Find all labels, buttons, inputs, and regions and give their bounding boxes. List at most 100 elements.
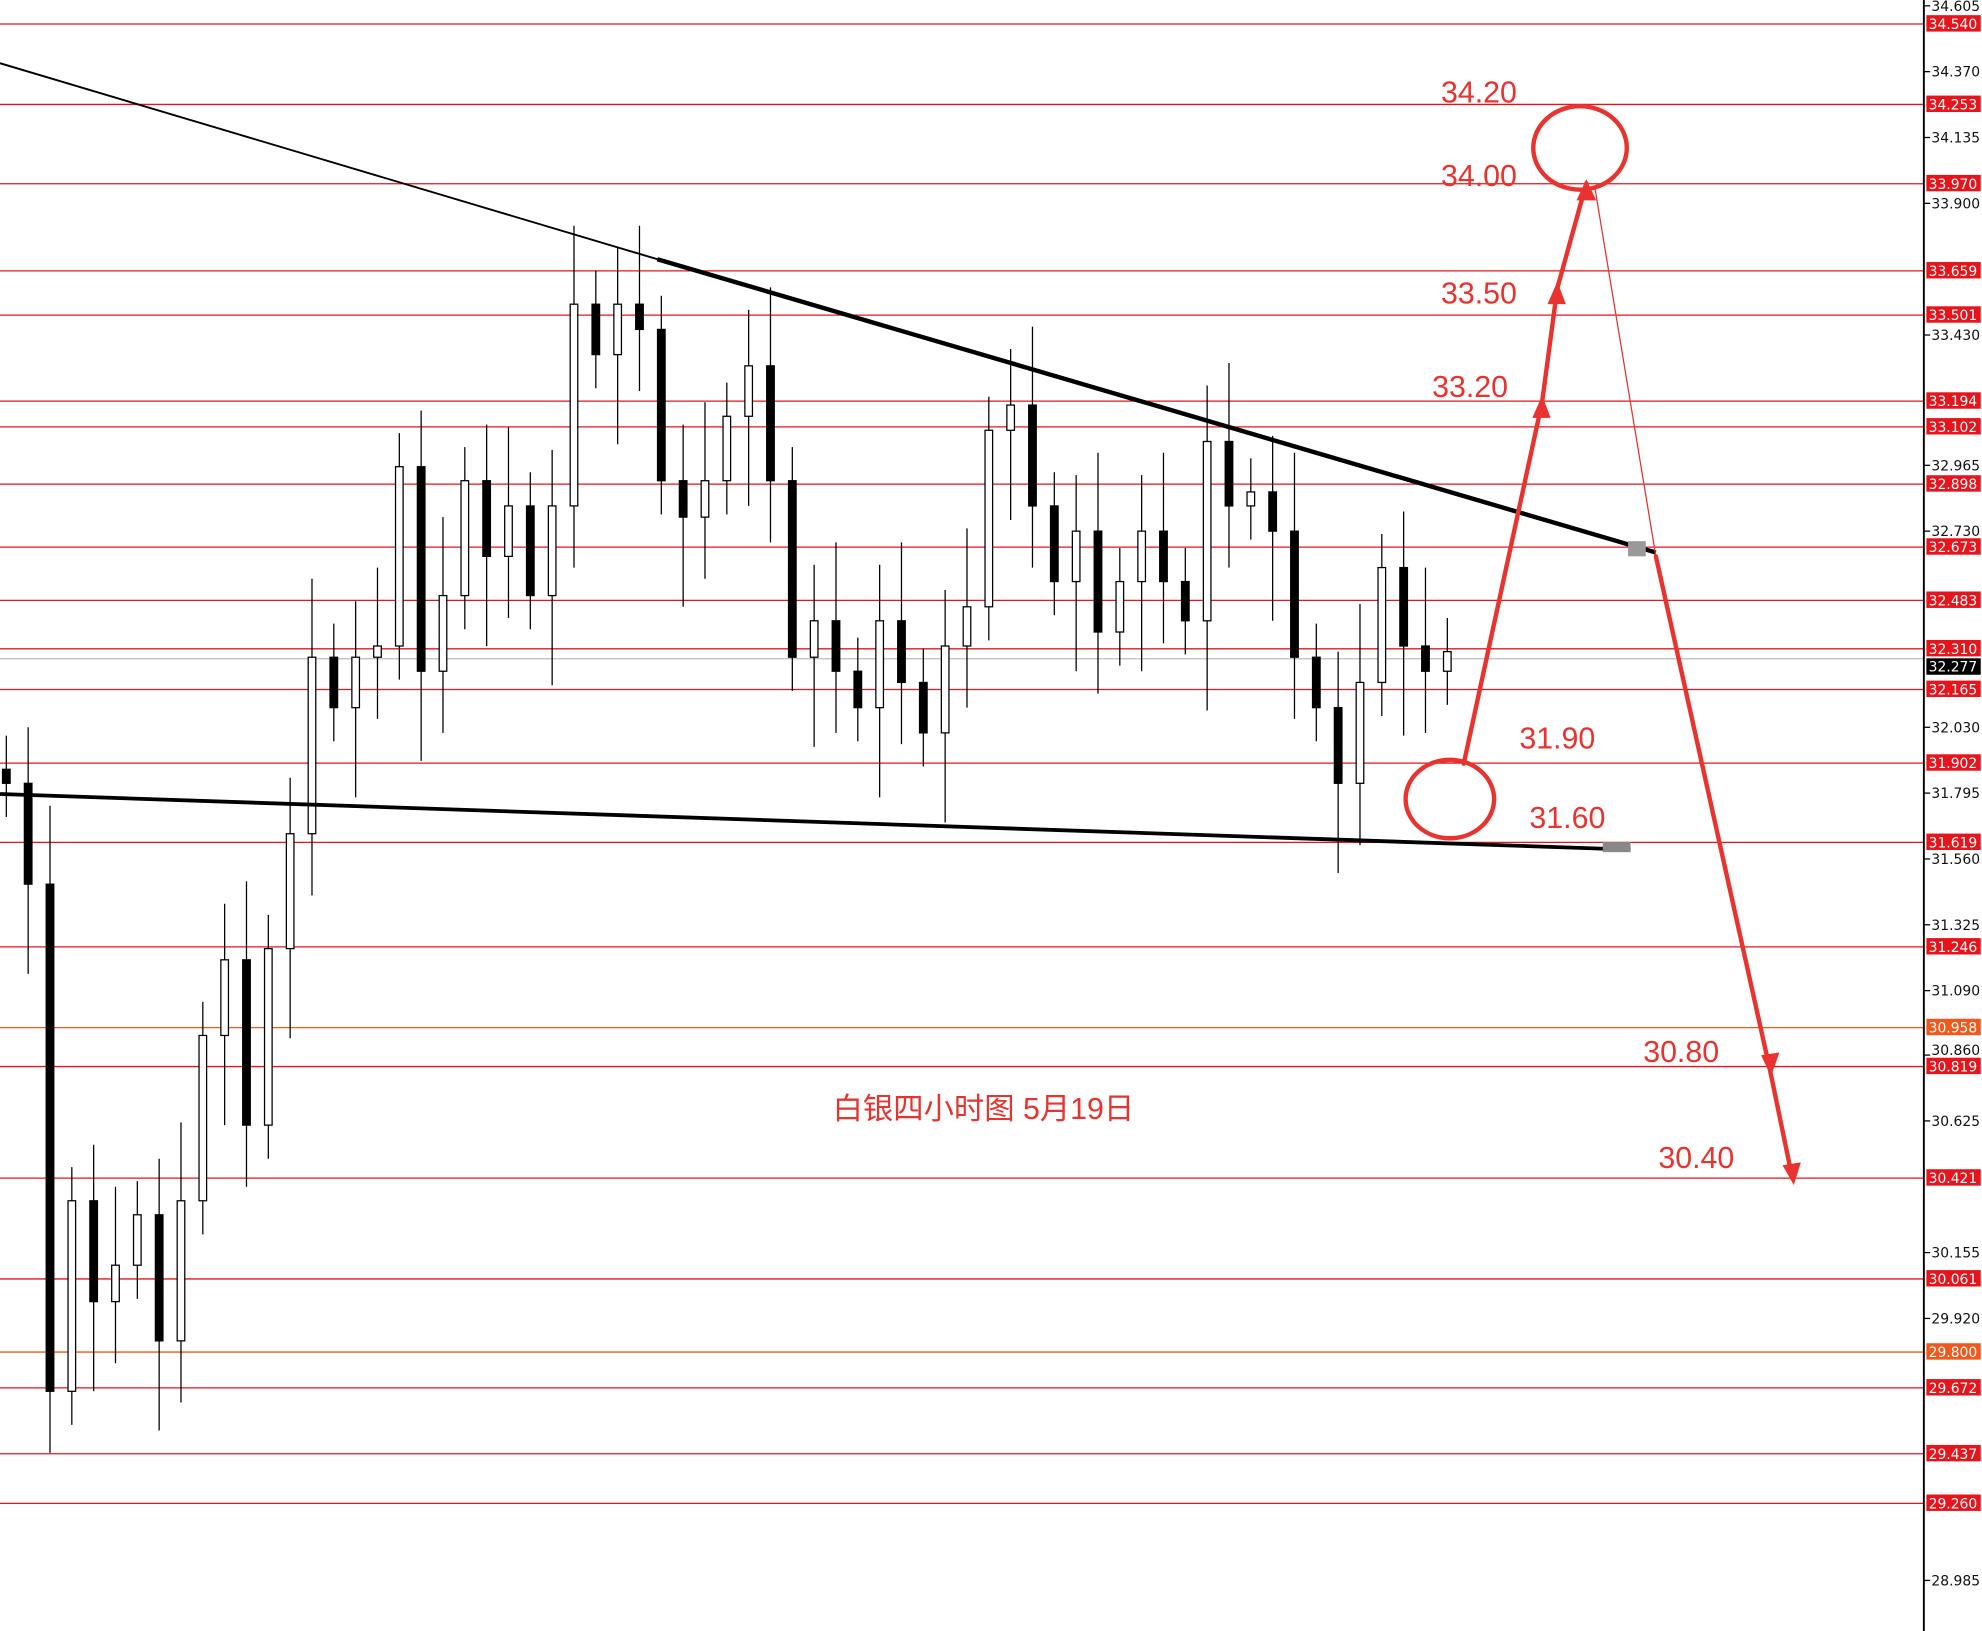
price-target-label: 30.80	[1643, 1036, 1719, 1069]
level-label-box	[1926, 1494, 1981, 1511]
candle-body	[89, 1200, 99, 1303]
candle-body	[940, 645, 950, 734]
candles	[1, 225, 1452, 1453]
level-label-box	[1926, 392, 1981, 409]
trendline-handle[interactable]	[1602, 842, 1631, 853]
candle-body	[220, 959, 230, 1037]
support-circle	[1403, 757, 1497, 841]
candle-body	[242, 959, 251, 1126]
level-label: 30.819	[1929, 1060, 1978, 1076]
level-label: 32.898	[1929, 477, 1978, 493]
candle-body	[613, 303, 623, 356]
price-target-label: 30.40	[1658, 1142, 1734, 1175]
level-label-box	[1926, 754, 1981, 771]
trendline-handle[interactable]	[1628, 541, 1646, 557]
candle-body	[351, 656, 361, 709]
candle-body	[1137, 530, 1147, 583]
candle-body	[1442, 650, 1452, 672]
level-label: 32.483	[1929, 593, 1978, 609]
projection-arrows	[1403, 103, 1801, 1185]
axis-tick-label: 28.985	[1931, 1573, 1980, 1589]
candle-body	[1399, 566, 1409, 647]
annotations: 34.20 34.00 33.50 33.20 31.90 31.60 30.80 30.40	[1432, 76, 1734, 1175]
candle-body	[416, 466, 426, 672]
candle-body	[787, 480, 797, 658]
candle-body	[831, 620, 841, 672]
level-label: 34.540	[1929, 17, 1978, 33]
candle-body	[984, 429, 994, 608]
candle-body	[285, 833, 295, 950]
candle-body	[635, 303, 644, 331]
level-label-box	[1926, 174, 1981, 192]
candle-body	[1202, 440, 1212, 622]
candle-body	[373, 645, 382, 658]
candle-body	[1049, 505, 1059, 583]
axis-tick-label: 32.030	[1931, 720, 1980, 736]
level-label: 30.958	[1929, 1021, 1978, 1037]
candle-body	[1028, 404, 1037, 507]
current-price-label: 32.277	[1929, 660, 1978, 676]
level-label: 32.310	[1929, 642, 1978, 658]
axis-tick-label: 31.090	[1931, 984, 1980, 1000]
level-label-box	[1926, 1018, 1981, 1036]
candle-body	[897, 620, 906, 684]
level-label: 30.061	[1929, 1272, 1978, 1288]
current-price-box	[1926, 658, 1981, 675]
candle-body	[875, 620, 885, 709]
level-label: 31.902	[1929, 756, 1978, 772]
axis-tick-label: 33.900	[1931, 196, 1980, 212]
level-label: 33.659	[1929, 264, 1978, 280]
axis-tick-label: 31.560	[1931, 852, 1980, 868]
price-axis[interactable]: 34.540 34.253 33.970 33.659 33.501 33.194 33.1…	[1923, 0, 1981, 1589]
chart-title: 白银四小时图 5月19日	[833, 1092, 1135, 1126]
candle-body	[678, 480, 688, 518]
up-arrowhead	[1547, 281, 1566, 305]
level-label: 31.246	[1929, 940, 1978, 956]
axis-tick-label: 30.155	[1931, 1246, 1980, 1262]
candle-body	[853, 670, 863, 709]
candle-body	[766, 365, 775, 482]
axis-tick-label: 31.325	[1931, 918, 1980, 934]
level-label-box	[1926, 1270, 1981, 1287]
candle-body	[1006, 404, 1016, 431]
level-label: 32.165	[1929, 683, 1978, 699]
price-target-label: 33.50	[1441, 277, 1517, 310]
candle-body	[1224, 440, 1234, 507]
candle-body	[1311, 656, 1321, 709]
level-label: 32.673	[1929, 540, 1978, 556]
candle-body	[132, 1214, 142, 1266]
candle-body	[154, 1214, 164, 1342]
candle-body	[1268, 491, 1278, 532]
candle-body	[918, 681, 928, 734]
level-label: 30.421	[1929, 1171, 1978, 1187]
level-label-box	[1926, 1444, 1981, 1462]
price-target-label: 31.90	[1519, 722, 1595, 755]
candle-body	[45, 883, 55, 1392]
level-label-box	[1926, 1343, 1981, 1360]
candle-body	[1333, 707, 1343, 784]
candle-body	[744, 365, 754, 417]
upper-trendline-thin	[0, 62, 658, 261]
level-label-box	[1926, 938, 1981, 955]
candle-body	[1159, 530, 1168, 583]
upper-trendline	[656, 257, 1657, 555]
candle-body	[569, 303, 579, 507]
candle-body	[1093, 530, 1103, 633]
candle-body	[67, 1200, 77, 1392]
axis-tick-label: 32.965	[1931, 458, 1980, 474]
candle-body	[198, 1034, 208, 1202]
candle-body	[111, 1264, 120, 1303]
candle-body	[1180, 580, 1190, 622]
candle-body	[591, 303, 601, 356]
level-label-box	[1926, 95, 1981, 113]
level-label-box	[1926, 475, 1981, 492]
axis-tick-label: 34.135	[1931, 131, 1980, 147]
price-target-label: 33.20	[1432, 371, 1508, 404]
level-label: 33.970	[1929, 177, 1978, 193]
candle-body	[1421, 645, 1430, 672]
axis-tick-label: 29.920	[1931, 1312, 1980, 1328]
candle-body	[1377, 566, 1387, 684]
candle-body	[722, 415, 732, 482]
level-lines	[0, 23, 1924, 1504]
level-label-box	[1926, 262, 1981, 279]
